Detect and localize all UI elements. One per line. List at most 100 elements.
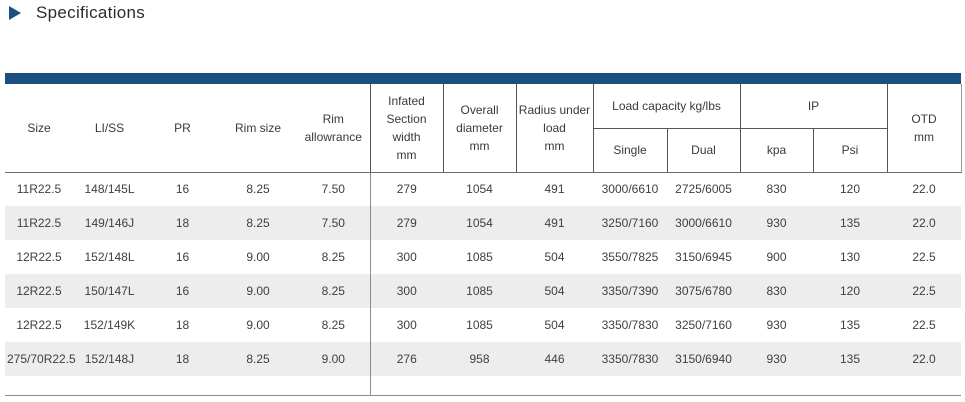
spacer-cell	[369, 376, 962, 396]
cell-kpa: 930	[766, 318, 787, 332]
cell-load-dual: 3075/6780	[675, 284, 732, 298]
cell-rim-allowance: 7.50	[321, 216, 345, 230]
cell-section-width: 279	[369, 206, 443, 240]
col-header-otd: OTD mm	[886, 84, 962, 173]
cell-load-dual: 3150/6940	[675, 352, 732, 366]
cell-psi: 130	[840, 250, 861, 264]
cell-psi: 135	[840, 352, 861, 366]
cell-radius: 504	[544, 250, 565, 264]
cell-rim-size: 8.25	[246, 216, 270, 230]
cell-liss: 152/148J	[84, 352, 135, 366]
cell-size: 12R22.5	[16, 250, 62, 264]
table-row: 12R22.5 152/148L 16 9.00 8.25 300 1085 5…	[5, 240, 961, 274]
cell-size: 11R22.5	[16, 216, 62, 230]
cell-load-dual: 3000/6610	[675, 216, 732, 230]
cell-rim-allowance: 8.25	[321, 250, 345, 264]
spacer-cell	[5, 376, 370, 396]
cell-pr: 18	[175, 318, 190, 332]
cell-overall-diameter: 1085	[466, 250, 493, 264]
cell-liss: 152/149K	[83, 318, 136, 332]
cell-otd: 22.0	[912, 182, 936, 197]
cell-radius: 446	[544, 352, 565, 366]
cell-radius: 504	[544, 318, 565, 332]
cell-rim-size: 9.00	[246, 318, 270, 332]
col-header-rim-size: Rim size	[219, 84, 297, 173]
cell-size: 275/70R22.5	[7, 352, 76, 366]
table-row: 11R22.5 148/145L 16 8.25 7.50 279 1054 4…	[5, 172, 961, 206]
cell-section-width: 300	[369, 274, 443, 308]
col-header-liss: LI/SS	[73, 84, 146, 173]
cell-size: 12R22.5	[16, 284, 62, 298]
cell-kpa: 930	[766, 216, 787, 230]
section-header: Specifications	[9, 1, 145, 25]
table-row: 12R22.5 152/149K 18 9.00 8.25 300 1085 5…	[5, 308, 961, 342]
col-group-ip: IP	[739, 84, 888, 129]
cell-overall-diameter: 1085	[466, 284, 493, 298]
table-row: 12R22.5 150/147L 16 9.00 8.25 300 1085 5…	[5, 274, 962, 308]
col-header-inflated-section-width: Infated Section width mm	[369, 84, 443, 173]
cell-section-width: 276	[369, 342, 443, 376]
col-header-rim-allowance: Rim allowrance	[297, 84, 370, 173]
cell-otd: 22.5	[912, 318, 936, 332]
cell-otd: 22.0	[912, 352, 936, 366]
cell-size: 11R22.5	[16, 182, 62, 197]
cell-overall-diameter: 1054	[466, 216, 493, 230]
cell-load-single: 3250/7160	[601, 216, 659, 230]
cell-load-dual: 3250/7160	[675, 318, 732, 332]
triangle-bullet-icon	[9, 6, 21, 20]
cell-rim-allowance: 9.00	[321, 352, 345, 366]
cell-psi: 120	[840, 284, 861, 298]
cell-psi: 120	[840, 182, 861, 197]
cell-pr: 18	[175, 352, 190, 366]
cell-kpa: 830	[766, 182, 787, 197]
cell-pr: 16	[175, 250, 190, 264]
cell-section-width: 279	[369, 172, 443, 206]
cell-rim-allowance: 8.25	[321, 318, 345, 332]
cell-rim-size: 9.00	[246, 250, 270, 264]
cell-load-single: 3350/7830	[601, 318, 659, 332]
cell-load-single: 3350/7830	[601, 352, 659, 366]
col-header-dual: Dual	[666, 128, 741, 173]
cell-otd: 22.5	[912, 250, 936, 264]
table-row: 11R22.5 149/146J 18 8.25 7.50 279 1054 4…	[5, 206, 962, 240]
col-header-pr: PR	[146, 84, 219, 173]
cell-rim-allowance: 7.50	[321, 182, 345, 197]
cell-pr: 16	[175, 182, 190, 197]
cell-psi: 135	[840, 216, 861, 230]
cell-kpa: 830	[766, 284, 787, 298]
col-header-size: Size	[5, 84, 73, 173]
cell-load-dual: 2725/6005	[675, 182, 732, 197]
cell-otd: 22.0	[912, 216, 936, 230]
specifications-table: Size LI/SS PR Rim size Rim allowrance In…	[5, 84, 962, 396]
cell-overall-diameter: 1085	[466, 318, 493, 332]
cell-radius: 504	[544, 284, 565, 298]
cell-size: 12R22.5	[16, 318, 62, 332]
col-header-radius-under-load: Radius under load mm	[515, 84, 593, 173]
cell-kpa: 900	[766, 250, 787, 264]
table-footer-spacer	[5, 376, 962, 396]
col-group-load-capacity: Load capacity kg/lbs	[592, 84, 741, 129]
cell-rim-size: 8.25	[246, 182, 270, 197]
cell-radius: 491	[544, 216, 565, 230]
table-row: 275/70R22.5 152/148J 18 8.25 9.00 276 95…	[5, 342, 962, 376]
cell-section-width: 300	[369, 308, 443, 342]
cell-radius: 491	[544, 182, 565, 197]
cell-overall-diameter: 1054	[466, 182, 493, 197]
cell-liss: 149/146J	[84, 216, 135, 230]
cell-otd: 22.5	[912, 284, 936, 298]
specifications-table-area: Size LI/SS PR Rim size Rim allowrance In…	[5, 73, 962, 396]
cell-liss: 148/145L	[84, 182, 135, 197]
cell-psi: 135	[840, 318, 861, 332]
cell-load-single: 3350/7390	[601, 284, 659, 298]
cell-pr: 16	[175, 284, 190, 298]
cell-liss: 150/147L	[84, 284, 135, 298]
cell-section-width: 300	[369, 240, 443, 274]
cell-rim-size: 9.00	[246, 284, 270, 298]
cell-liss: 152/148L	[84, 250, 135, 264]
cell-kpa: 930	[766, 352, 787, 366]
cell-pr: 18	[175, 216, 190, 230]
table-accent-bar	[5, 73, 961, 84]
cell-overall-diameter: 958	[469, 352, 490, 366]
cell-load-single: 3000/6610	[601, 182, 659, 197]
col-header-single: Single	[592, 128, 667, 173]
